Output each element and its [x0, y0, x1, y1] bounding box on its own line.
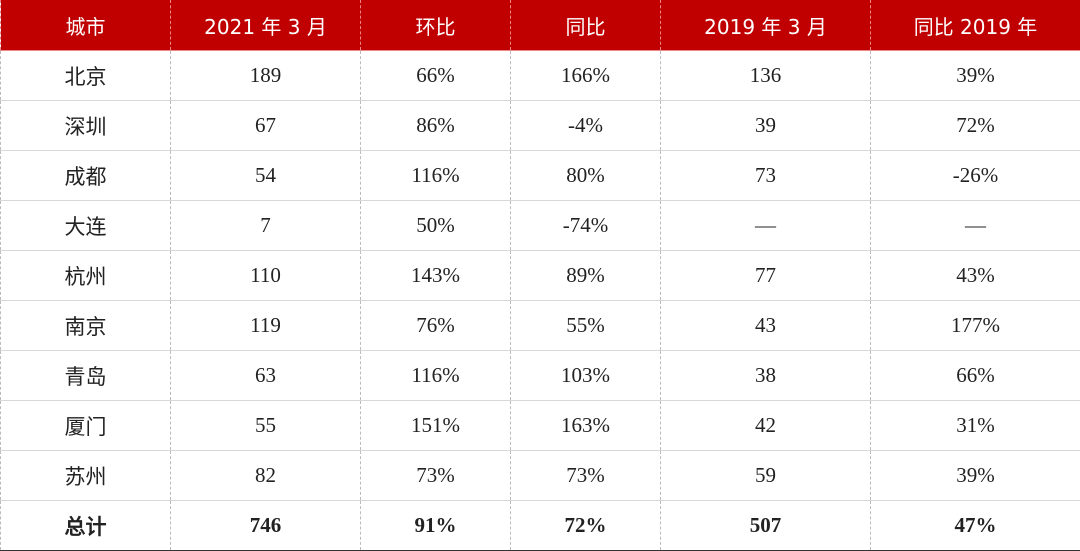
value-cell: 66% — [361, 51, 511, 101]
value-cell: 166% — [511, 51, 661, 101]
value-cell: 110 — [171, 251, 361, 301]
value-cell: 43 — [661, 301, 871, 351]
value-cell: 43% — [871, 251, 1080, 301]
value-cell: 55% — [511, 301, 661, 351]
value-cell: 103% — [511, 351, 661, 401]
city-cell: 北京 — [1, 51, 171, 101]
city-cell: 杭州 — [1, 251, 171, 301]
header-cell: 2019 年 3 月 — [661, 0, 871, 51]
value-cell: 72% — [871, 101, 1080, 151]
header-cell: 2021 年 3 月 — [171, 0, 361, 51]
value-cell: 189 — [171, 51, 361, 101]
value-cell: 50% — [361, 201, 511, 251]
value-cell: 73% — [511, 451, 661, 501]
value-cell: -74% — [511, 201, 661, 251]
value-cell: — — [661, 201, 871, 251]
value-cell: 66% — [871, 351, 1080, 401]
total-cell: 47% — [871, 501, 1080, 551]
city-cell: 南京 — [1, 301, 171, 351]
value-cell: 76% — [361, 301, 511, 351]
value-cell: 177% — [871, 301, 1080, 351]
value-cell: 136 — [661, 51, 871, 101]
total-cell: 507 — [661, 501, 871, 551]
value-cell: 116% — [361, 351, 511, 401]
value-cell: 55 — [171, 401, 361, 451]
value-cell: 73 — [661, 151, 871, 201]
total-cell: 746 — [171, 501, 361, 551]
value-cell: 89% — [511, 251, 661, 301]
value-cell: 80% — [511, 151, 661, 201]
value-cell: 54 — [171, 151, 361, 201]
value-cell: 7 — [171, 201, 361, 251]
header-cell: 环比 — [361, 0, 511, 51]
value-cell: 151% — [361, 401, 511, 451]
value-cell: 77 — [661, 251, 871, 301]
value-cell: 42 — [661, 401, 871, 451]
header-cell: 同比 2019 年 — [871, 0, 1080, 51]
value-cell: 67 — [171, 101, 361, 151]
value-cell: — — [871, 201, 1080, 251]
total-cell: 72% — [511, 501, 661, 551]
value-cell: 86% — [361, 101, 511, 151]
city-cell: 大连 — [1, 201, 171, 251]
city-cell: 厦门 — [1, 401, 171, 451]
value-cell: 59 — [661, 451, 871, 501]
total-cell: 91% — [361, 501, 511, 551]
header-cell: 城市 — [1, 0, 171, 51]
city-cell: 青岛 — [1, 351, 171, 401]
value-cell: 39% — [871, 451, 1080, 501]
city-cell: 深圳 — [1, 101, 171, 151]
city-cell: 苏州 — [1, 451, 171, 501]
value-cell: 63 — [171, 351, 361, 401]
value-cell: 38 — [661, 351, 871, 401]
value-cell: 119 — [171, 301, 361, 351]
value-cell: -4% — [511, 101, 661, 151]
value-cell: 82 — [171, 451, 361, 501]
city-cell: 成都 — [1, 151, 171, 201]
value-cell: 39% — [871, 51, 1080, 101]
value-cell: 73% — [361, 451, 511, 501]
total-cell: 总计 — [1, 501, 171, 551]
value-cell: 31% — [871, 401, 1080, 451]
value-cell: -26% — [871, 151, 1080, 201]
value-cell: 39 — [661, 101, 871, 151]
value-cell: 143% — [361, 251, 511, 301]
value-cell: 163% — [511, 401, 661, 451]
value-cell: 116% — [361, 151, 511, 201]
header-cell: 同比 — [511, 0, 661, 51]
